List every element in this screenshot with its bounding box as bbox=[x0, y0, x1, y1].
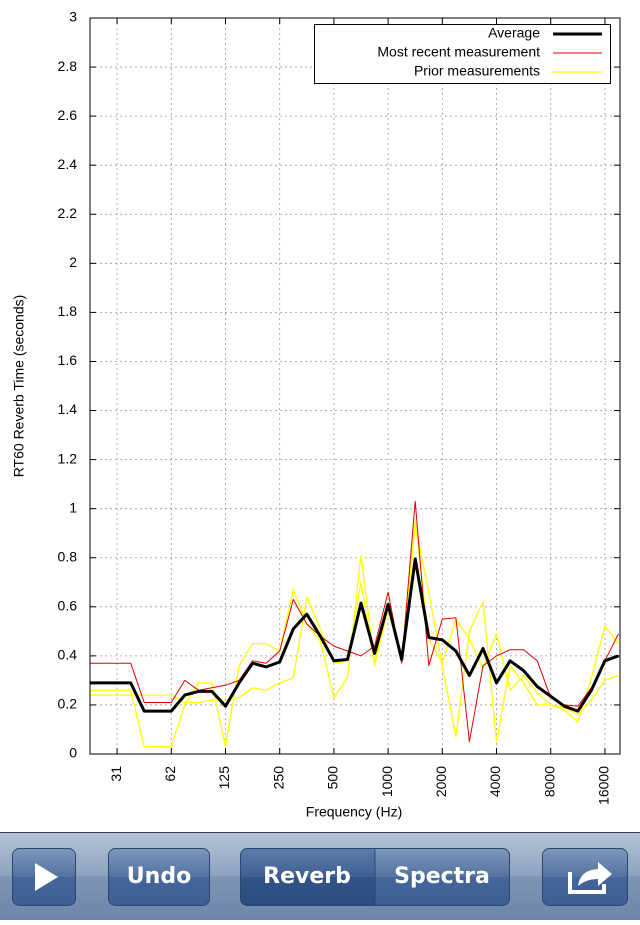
y-tick-label: 0.6 bbox=[58, 598, 78, 614]
x-tick-label: 250 bbox=[270, 766, 286, 790]
x-tick-label: 8000 bbox=[541, 766, 557, 797]
y-tick-label: 2.6 bbox=[58, 107, 78, 123]
x-tick-label: 1000 bbox=[379, 766, 395, 797]
y-tick-label: 0.8 bbox=[58, 548, 78, 564]
button-label: Spectra bbox=[394, 864, 490, 889]
plot-frame bbox=[89, 17, 621, 755]
y-tick-label: 0.4 bbox=[58, 647, 78, 663]
x-tick-label: 2000 bbox=[433, 766, 449, 797]
x-tick-label: 125 bbox=[216, 766, 232, 790]
spectra-button[interactable]: Spectra bbox=[374, 848, 510, 906]
button-label: Reverb bbox=[263, 864, 351, 889]
x-tick-label: 62 bbox=[162, 766, 178, 782]
toolbar: Undo Reverb Spectra bbox=[0, 832, 640, 920]
y-tick-label: 2.4 bbox=[58, 156, 78, 172]
y-tick-label: 1.8 bbox=[58, 303, 78, 319]
y-tick-label: 1.4 bbox=[58, 401, 78, 417]
y-tick-label: 1.2 bbox=[58, 450, 78, 466]
y-tick-label: 1.6 bbox=[58, 352, 78, 368]
share-button[interactable] bbox=[542, 848, 628, 906]
y-axis-label: RT60 Reverb Time (seconds) bbox=[11, 295, 27, 478]
y-tick-label: 0.2 bbox=[58, 696, 78, 712]
series-line bbox=[90, 525, 620, 748]
x-tick-label: 31 bbox=[108, 766, 124, 782]
y-tick-label: 0 bbox=[69, 745, 77, 761]
x-tick-label: 500 bbox=[325, 766, 341, 790]
y-tick-label: 2.8 bbox=[58, 58, 78, 74]
series-line bbox=[90, 557, 620, 713]
y-tick-label: 2 bbox=[69, 254, 77, 270]
y-tick-label: 3 bbox=[69, 9, 77, 25]
x-tick-label: 4000 bbox=[487, 766, 503, 797]
series-line bbox=[90, 500, 619, 743]
legend-label: Prior measurements bbox=[414, 63, 540, 79]
reverb-button[interactable]: Reverb bbox=[240, 848, 376, 906]
y-tick-label: 2.2 bbox=[58, 205, 78, 221]
button-label: Undo bbox=[127, 864, 191, 889]
x-tick-label: 16000 bbox=[596, 766, 612, 805]
y-tick-label: 1 bbox=[69, 499, 77, 515]
x-axis-label: Frequency (Hz) bbox=[306, 804, 402, 820]
undo-button[interactable]: Undo bbox=[108, 848, 210, 906]
legend-label: Most recent measurement bbox=[377, 44, 540, 60]
legend-label: Average bbox=[488, 25, 540, 41]
play-button[interactable] bbox=[12, 848, 76, 906]
plot: 0 0.2 0.4 0.6 0.8 1 1.2 1.4 1.6 1.8 2 2.2 2.4 2.6 2.8 3… bbox=[58, 9, 621, 805]
